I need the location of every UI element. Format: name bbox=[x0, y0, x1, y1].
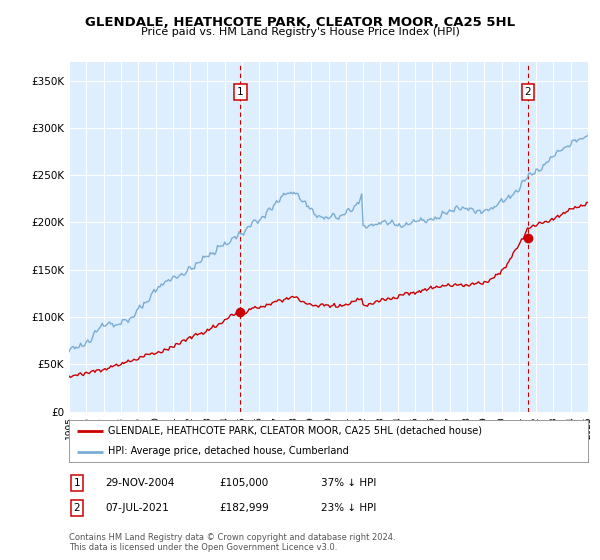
Text: 29-NOV-2004: 29-NOV-2004 bbox=[105, 478, 175, 488]
Text: HPI: Average price, detached house, Cumberland: HPI: Average price, detached house, Cumb… bbox=[108, 446, 349, 456]
Text: 2: 2 bbox=[73, 503, 80, 513]
Text: Contains HM Land Registry data © Crown copyright and database right 2024.: Contains HM Land Registry data © Crown c… bbox=[69, 533, 395, 542]
Text: 2: 2 bbox=[524, 87, 531, 97]
Text: £182,999: £182,999 bbox=[219, 503, 269, 513]
Text: £105,000: £105,000 bbox=[219, 478, 268, 488]
Text: 37% ↓ HPI: 37% ↓ HPI bbox=[321, 478, 376, 488]
Text: GLENDALE, HEATHCOTE PARK, CLEATOR MOOR, CA25 5HL: GLENDALE, HEATHCOTE PARK, CLEATOR MOOR, … bbox=[85, 16, 515, 29]
Text: Price paid vs. HM Land Registry's House Price Index (HPI): Price paid vs. HM Land Registry's House … bbox=[140, 27, 460, 37]
Text: This data is licensed under the Open Government Licence v3.0.: This data is licensed under the Open Gov… bbox=[69, 543, 337, 552]
Text: GLENDALE, HEATHCOTE PARK, CLEATOR MOOR, CA25 5HL (detached house): GLENDALE, HEATHCOTE PARK, CLEATOR MOOR, … bbox=[108, 426, 482, 436]
Text: 23% ↓ HPI: 23% ↓ HPI bbox=[321, 503, 376, 513]
Text: 07-JUL-2021: 07-JUL-2021 bbox=[105, 503, 169, 513]
Text: 1: 1 bbox=[73, 478, 80, 488]
Text: 1: 1 bbox=[237, 87, 244, 97]
